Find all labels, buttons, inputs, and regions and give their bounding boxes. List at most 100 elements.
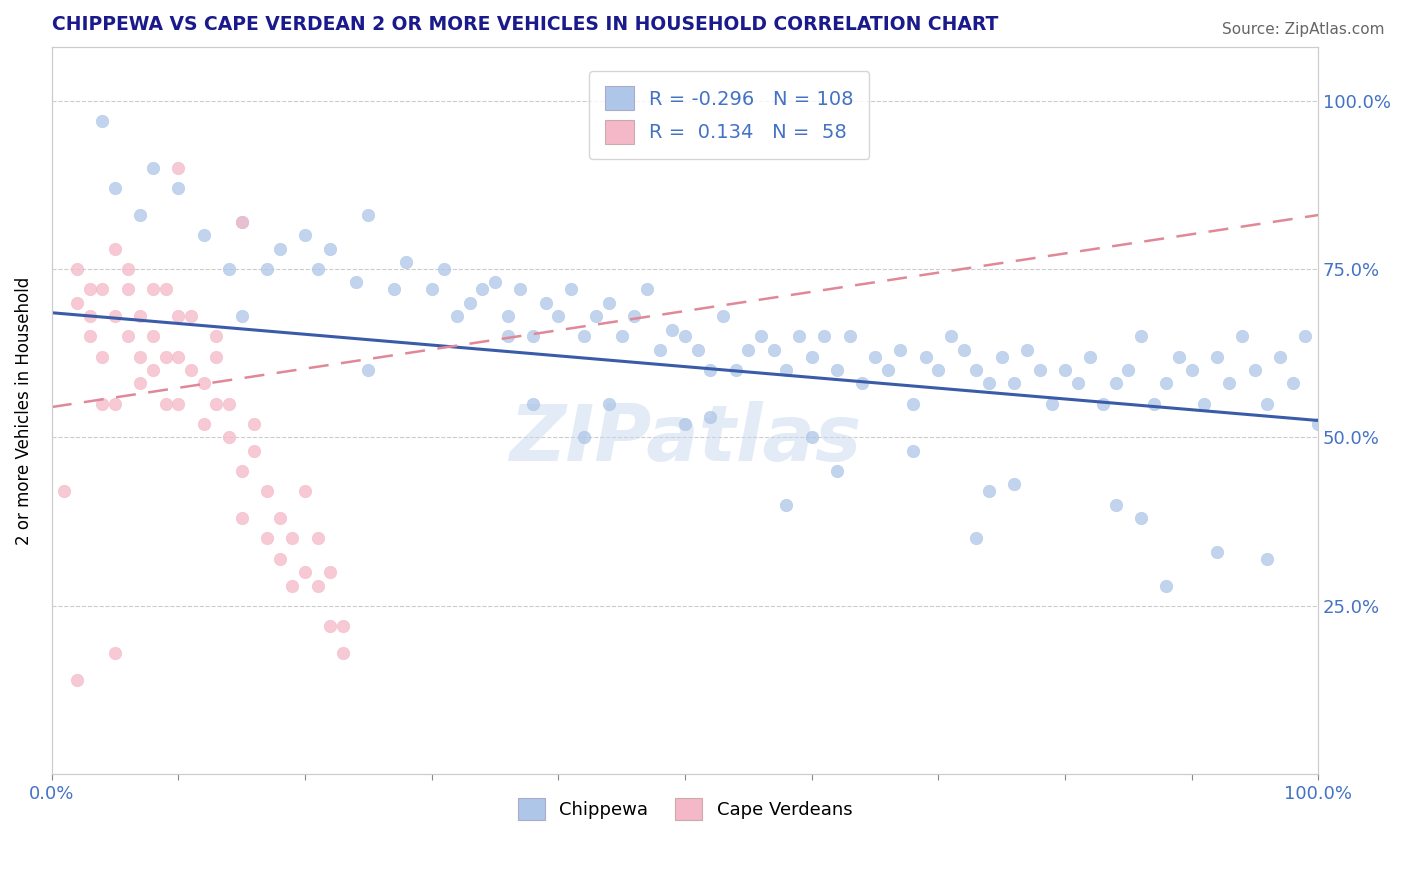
Point: [610, 329, 633, 343]
Point: [142, 161, 165, 175]
Point: [1040, 397, 1063, 411]
Point: [572, 329, 595, 343]
Point: [1256, 551, 1278, 566]
Point: [990, 350, 1012, 364]
Point: [522, 397, 544, 411]
Point: [1218, 376, 1240, 391]
Point: [79, 329, 101, 343]
Point: [104, 309, 127, 323]
Point: [775, 498, 797, 512]
Point: [939, 329, 962, 343]
Point: [711, 309, 734, 323]
Point: [319, 242, 342, 256]
Point: [927, 363, 949, 377]
Point: [1295, 329, 1317, 343]
Point: [129, 208, 152, 222]
Point: [965, 363, 987, 377]
Y-axis label: 2 or more Vehicles in Household: 2 or more Vehicles in Household: [15, 277, 32, 544]
Point: [496, 309, 519, 323]
Point: [344, 276, 367, 290]
Point: [1205, 350, 1227, 364]
Point: [787, 329, 810, 343]
Point: [167, 309, 190, 323]
Point: [471, 282, 494, 296]
Point: [167, 181, 190, 195]
Point: [193, 228, 215, 243]
Point: [180, 309, 202, 323]
Point: [863, 350, 886, 364]
Point: [66, 673, 89, 687]
Point: [79, 309, 101, 323]
Point: [243, 417, 266, 431]
Point: [724, 363, 747, 377]
Point: [218, 397, 240, 411]
Point: [825, 464, 848, 478]
Point: [585, 309, 607, 323]
Point: [1154, 578, 1177, 592]
Point: [66, 262, 89, 277]
Point: [142, 363, 165, 377]
Point: [104, 181, 127, 195]
Point: [1230, 329, 1253, 343]
Point: [256, 532, 278, 546]
Point: [914, 350, 936, 364]
Point: [636, 282, 658, 296]
Point: [218, 262, 240, 277]
Point: [458, 295, 481, 310]
Point: [307, 532, 329, 546]
Point: [193, 376, 215, 391]
Point: [382, 282, 405, 296]
Point: [1015, 343, 1038, 357]
Point: [673, 417, 696, 431]
Point: [1180, 363, 1202, 377]
Point: [737, 343, 759, 357]
Point: [1243, 363, 1265, 377]
Point: [749, 329, 772, 343]
Point: [1192, 397, 1215, 411]
Point: [155, 397, 177, 411]
Point: [256, 484, 278, 499]
Point: [129, 309, 152, 323]
Point: [977, 484, 1000, 499]
Point: [623, 309, 645, 323]
Point: [1256, 397, 1278, 411]
Point: [825, 363, 848, 377]
Point: [104, 397, 127, 411]
Point: [1066, 376, 1088, 391]
Point: [142, 329, 165, 343]
Point: [1104, 498, 1126, 512]
Point: [256, 262, 278, 277]
Point: [294, 228, 316, 243]
Point: [294, 565, 316, 579]
Point: [952, 343, 974, 357]
Point: [129, 376, 152, 391]
Point: [1129, 329, 1152, 343]
Point: [813, 329, 835, 343]
Point: [699, 410, 721, 425]
Point: [281, 532, 304, 546]
Point: [762, 343, 785, 357]
Point: [231, 215, 253, 229]
Point: [901, 397, 924, 411]
Point: [167, 350, 190, 364]
Point: [269, 511, 291, 525]
Point: [91, 350, 114, 364]
Point: [294, 484, 316, 499]
Point: [851, 376, 873, 391]
Point: [484, 276, 506, 290]
Point: [155, 282, 177, 296]
Point: [1308, 417, 1330, 431]
Point: [357, 208, 380, 222]
Point: [572, 430, 595, 444]
Point: [965, 532, 987, 546]
Point: [205, 397, 228, 411]
Point: [269, 551, 291, 566]
Point: [180, 363, 202, 377]
Point: [446, 309, 468, 323]
Point: [104, 646, 127, 660]
Legend: Chippewa, Cape Verdeans: Chippewa, Cape Verdeans: [510, 790, 859, 827]
Point: [1129, 511, 1152, 525]
Point: [598, 295, 620, 310]
Point: [332, 619, 354, 633]
Point: [167, 397, 190, 411]
